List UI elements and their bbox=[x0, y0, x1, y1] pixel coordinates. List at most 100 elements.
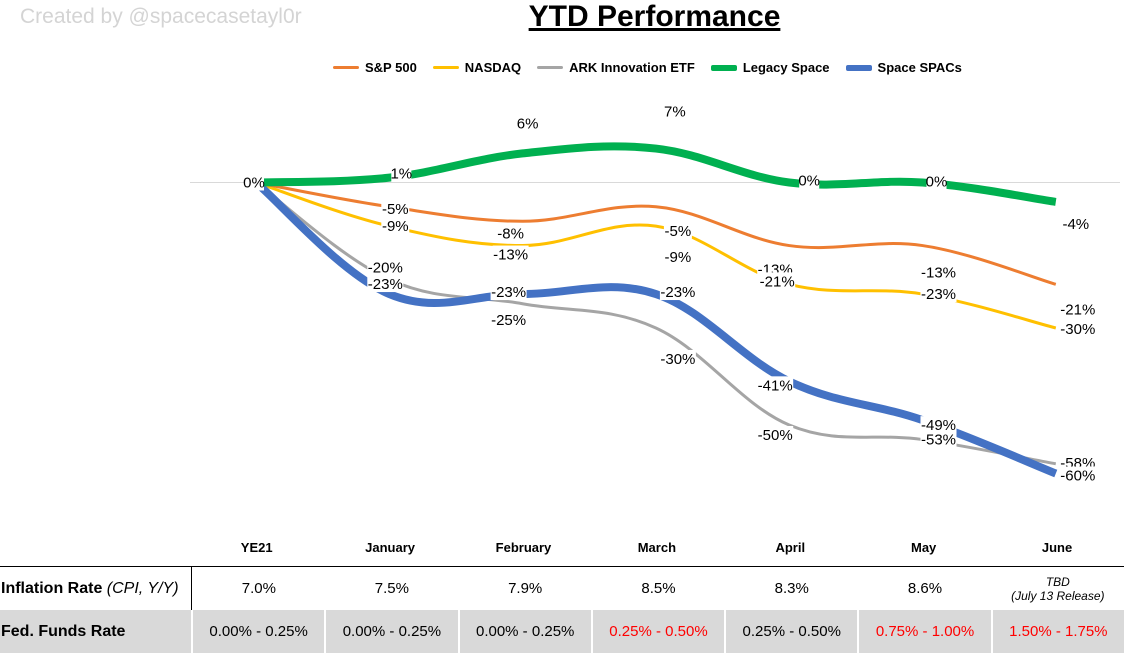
svg-text:-9%: -9% bbox=[382, 218, 409, 235]
legend-item-legacy-space: Legacy Space bbox=[710, 60, 830, 75]
legend-swatch bbox=[845, 64, 872, 71]
svg-text:-13%: -13% bbox=[493, 247, 528, 264]
inflation-cell: 8.5% bbox=[591, 566, 726, 610]
data-label: 0% bbox=[926, 172, 948, 191]
svg-text:-23%: -23% bbox=[660, 284, 695, 301]
data-label: 6% bbox=[517, 114, 539, 132]
data-label: -23% bbox=[659, 283, 696, 301]
data-label: -8% bbox=[496, 224, 525, 242]
chart-title: YTD Performance bbox=[528, 0, 781, 33]
svg-text:-23%: -23% bbox=[368, 276, 403, 293]
legend-swatch bbox=[710, 64, 737, 71]
fed-funds-cell: 0.00% - 0.25% bbox=[457, 610, 592, 653]
svg-text:-21%: -21% bbox=[760, 273, 795, 290]
data-label: 7% bbox=[664, 102, 686, 121]
svg-text:-23%: -23% bbox=[921, 286, 956, 303]
svg-text:7%: 7% bbox=[664, 104, 686, 121]
data-label: -23% bbox=[490, 283, 527, 301]
data-label: -25% bbox=[490, 310, 527, 329]
x-tick-label: February bbox=[495, 540, 552, 555]
svg-text:-5%: -5% bbox=[382, 201, 409, 218]
fed-funds-cell: 0.25% - 0.50% bbox=[590, 610, 726, 653]
inflation-cell-june: TBD (July 13 Release) bbox=[991, 566, 1124, 610]
svg-text:-30%: -30% bbox=[1060, 321, 1095, 338]
fed-funds-cell: 0.25% - 0.50% bbox=[724, 610, 859, 653]
x-tick-label: May bbox=[911, 540, 937, 555]
data-label: -60% bbox=[1059, 466, 1096, 485]
data-label: -21% bbox=[1059, 300, 1096, 318]
svg-text:6%: 6% bbox=[517, 115, 539, 132]
legend-swatch bbox=[333, 66, 359, 69]
line-chart: 0% 1% 6% 7% 0% 0% -4% -5% -8% -5% -13% -13% -21% -9% -… bbox=[190, 102, 1120, 485]
data-label: -50% bbox=[757, 426, 794, 444]
svg-text:-5%: -5% bbox=[665, 223, 692, 240]
svg-text:-21%: -21% bbox=[1060, 301, 1095, 318]
svg-text:-41%: -41% bbox=[758, 377, 793, 394]
svg-text:-9%: -9% bbox=[665, 249, 692, 266]
svg-text:-20%: -20% bbox=[368, 260, 403, 277]
inflation-cell: 8.6% bbox=[858, 566, 992, 610]
fed-funds-row: Fed. Funds Rate 0.00% - 0.25% 0.00% - 0.… bbox=[0, 610, 1124, 653]
data-label: -23% bbox=[920, 285, 957, 303]
data-label: -30% bbox=[659, 350, 696, 368]
svg-text:-4%: -4% bbox=[1062, 216, 1089, 233]
data-label: -4% bbox=[1061, 214, 1090, 233]
watermark: Created by @spacecasetayl0r bbox=[20, 5, 302, 28]
svg-text:-8%: -8% bbox=[497, 225, 524, 242]
data-label: -9% bbox=[663, 248, 692, 266]
series-line-legacy-space bbox=[255, 142, 1057, 206]
inflation-cell: 7.9% bbox=[458, 566, 592, 610]
data-label: -23% bbox=[367, 275, 404, 293]
fed-funds-label: Fed. Funds Rate bbox=[0, 610, 193, 653]
svg-text:-13%: -13% bbox=[921, 265, 956, 282]
inflation-cell: 8.3% bbox=[725, 566, 859, 610]
data-label: 0% bbox=[243, 173, 265, 192]
x-tick-label: January bbox=[365, 540, 416, 555]
data-label: -53% bbox=[920, 430, 957, 449]
svg-text:0%: 0% bbox=[243, 175, 265, 192]
data-label: -41% bbox=[757, 376, 794, 394]
inflation-cell: 7.0% bbox=[191, 566, 326, 610]
data-label: -20% bbox=[367, 258, 404, 277]
x-tick-label: April bbox=[775, 540, 806, 555]
x-tick-label: June bbox=[1041, 540, 1073, 555]
legend-item-sp500: S&P 500 bbox=[333, 60, 417, 75]
macro-table: Inflation Rate (CPI, Y/Y) 7.0% 7.5% 7.9%… bbox=[0, 566, 1124, 653]
data-label: -5% bbox=[663, 221, 692, 240]
data-label: -21% bbox=[759, 272, 796, 290]
svg-text:-50%: -50% bbox=[758, 427, 793, 444]
fed-funds-cell: 0.00% - 0.25% bbox=[190, 610, 326, 653]
svg-text:-30%: -30% bbox=[660, 351, 695, 368]
legend-swatch bbox=[537, 66, 564, 69]
svg-text:-23%: -23% bbox=[491, 284, 526, 301]
inflation-row: Inflation Rate (CPI, Y/Y) 7.0% 7.5% 7.9%… bbox=[0, 566, 1124, 610]
svg-text:0%: 0% bbox=[926, 174, 948, 191]
svg-text:0%: 0% bbox=[798, 173, 820, 190]
data-label: -49% bbox=[920, 416, 957, 434]
inflation-cell: 7.5% bbox=[325, 566, 459, 610]
data-label: 1% bbox=[390, 164, 412, 183]
legend-item-ark: ARK Innovation ETF bbox=[537, 60, 695, 75]
legend-item-nasdaq: NASDAQ bbox=[432, 60, 521, 75]
x-axis: YE21 January February March April May Ju… bbox=[190, 540, 1124, 555]
data-label: -13% bbox=[920, 263, 957, 282]
data-label: -5% bbox=[381, 199, 410, 218]
data-label: 0% bbox=[798, 171, 820, 190]
x-tick-label: YE21 bbox=[240, 540, 273, 555]
svg-text:-53%: -53% bbox=[921, 432, 956, 449]
fed-funds-cell: 0.00% - 0.25% bbox=[324, 610, 459, 653]
inflation-label: Inflation Rate (CPI, Y/Y) bbox=[0, 566, 193, 610]
svg-text:1%: 1% bbox=[390, 166, 412, 183]
legend-swatch bbox=[432, 66, 459, 69]
svg-text:-49%: -49% bbox=[921, 417, 956, 434]
data-label: -30% bbox=[1059, 320, 1096, 338]
data-label: -9% bbox=[381, 217, 410, 235]
fed-funds-cell: 0.75% - 1.00% bbox=[857, 610, 992, 653]
legend: S&P 500 NASDAQ ARK Innovation ETF Legacy… bbox=[333, 60, 978, 75]
data-label: -13% bbox=[492, 245, 529, 264]
legend-item-space-spacs: Space SPACs bbox=[845, 60, 962, 75]
svg-text:-25%: -25% bbox=[491, 312, 526, 329]
svg-text:-60%: -60% bbox=[1060, 468, 1095, 485]
x-tick-label: March bbox=[637, 540, 677, 555]
fed-funds-cell: 1.50% - 1.75% bbox=[990, 610, 1124, 653]
